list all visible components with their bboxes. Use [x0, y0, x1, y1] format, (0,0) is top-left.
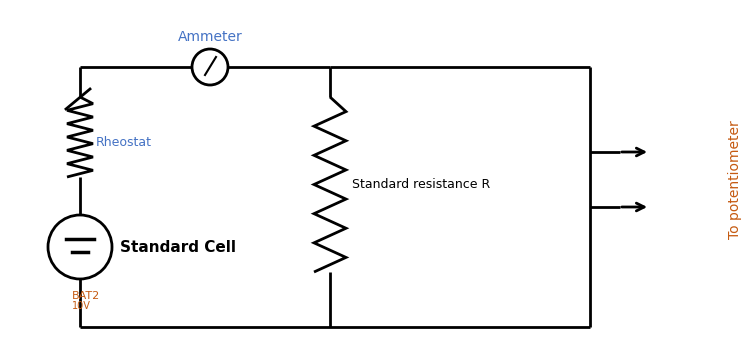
- Text: To potentiometer: To potentiometer: [728, 120, 742, 239]
- Text: Ammeter: Ammeter: [178, 30, 242, 44]
- Text: Standard resistance R: Standard resistance R: [352, 178, 490, 191]
- Text: BAT2: BAT2: [72, 291, 100, 301]
- Text: Rheostat: Rheostat: [96, 135, 152, 148]
- Text: Standard Cell: Standard Cell: [120, 240, 236, 254]
- Text: 10V: 10V: [72, 301, 91, 311]
